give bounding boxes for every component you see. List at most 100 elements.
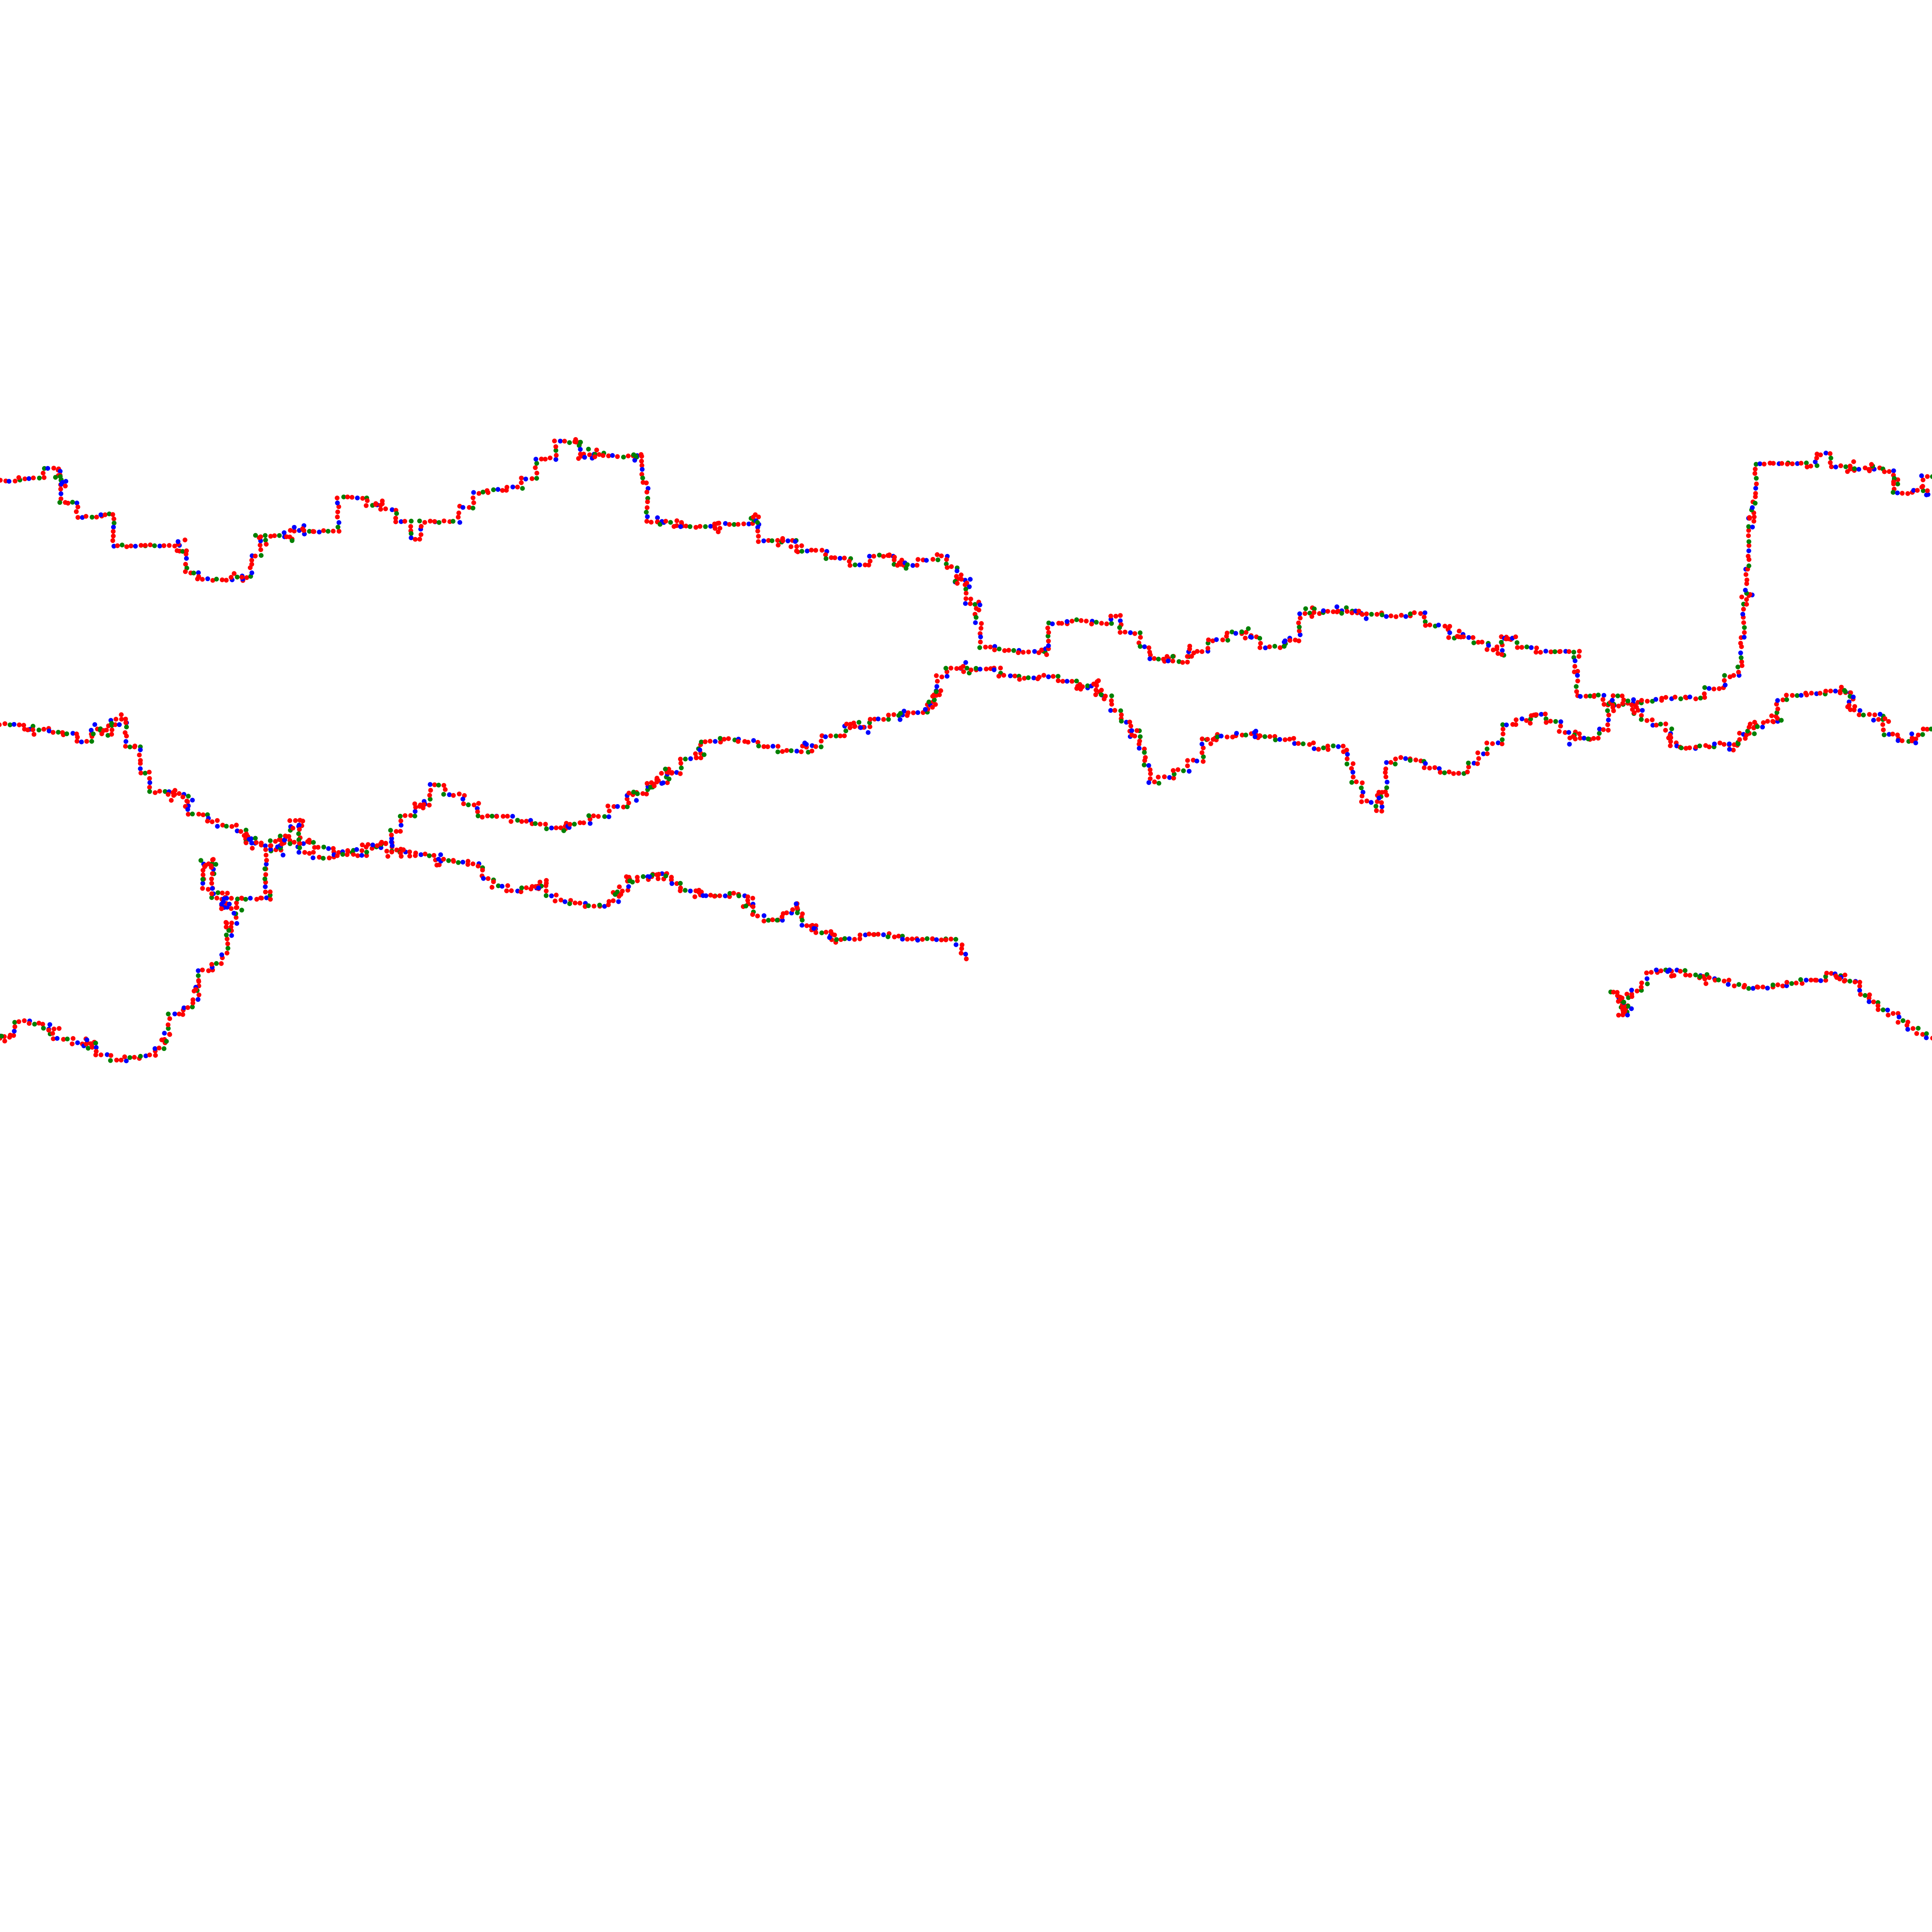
- upper-trail-dot: [992, 647, 997, 653]
- middle-left-trail-dot: [1621, 697, 1626, 703]
- middle-left-trail-dot: [1784, 693, 1789, 698]
- middle-left-trail-dot: [364, 853, 369, 858]
- middle-left-trail-dot: [538, 822, 543, 827]
- lower-left-trail-dot: [794, 901, 799, 907]
- lower-left-trail-dot: [481, 876, 486, 881]
- middle-left-trail-dot: [872, 716, 877, 722]
- middle-left-trail-dot: [775, 749, 781, 754]
- lower-left-trail-dot: [340, 852, 345, 857]
- upper-trail-dot: [1557, 649, 1562, 654]
- upper-trail-dot: [1752, 471, 1758, 476]
- lower-right-trail-dot: [1634, 988, 1640, 994]
- lower-left-trail-dot: [263, 872, 269, 877]
- middle-left-trail-dot: [1162, 774, 1167, 780]
- middle-left-trail-dot: [634, 798, 639, 803]
- upper-trail-dot: [1722, 678, 1727, 683]
- middle-left-trail-dot: [1349, 766, 1354, 771]
- upper-trail-dot: [1282, 638, 1288, 643]
- upper-trail-dot: [775, 538, 780, 543]
- lower-left-trail-dot: [703, 893, 709, 898]
- lower-left-trail-dot: [766, 918, 771, 923]
- upper-trail-dot: [80, 515, 85, 520]
- middle-left-trail-dot: [934, 673, 939, 678]
- lower-left-trail-dot: [389, 850, 395, 854]
- upper-trail-dot: [1504, 636, 1509, 641]
- lower-right-trail-dot: [1924, 1031, 1929, 1037]
- upper-trail-dot: [717, 526, 723, 531]
- lower-left-trail-dot: [225, 941, 230, 946]
- upper-trail-dot: [1399, 612, 1404, 618]
- upper-trail-dot: [1118, 630, 1123, 635]
- middle-left-trail-dot: [1141, 762, 1147, 767]
- lower-right-trail-dot: [1616, 1012, 1621, 1018]
- middle-left-trail-dot: [1051, 674, 1056, 679]
- middle-left-trail-dot: [626, 791, 632, 796]
- upper-trail-dot: [1224, 630, 1230, 636]
- upper-trail-dot: [1312, 606, 1317, 611]
- upper-trail-dot: [1094, 620, 1099, 625]
- upper-trail-dot: [239, 575, 244, 580]
- lower-left-trail-dot: [51, 1026, 57, 1032]
- middle-left-trail-dot: [667, 776, 672, 781]
- lower-right-trail-dot: [1800, 981, 1805, 986]
- upper-trail-dot: [640, 475, 645, 481]
- lower-left-trail-dot: [161, 1046, 167, 1051]
- upper-trail-dot: [311, 529, 316, 534]
- lower-left-trail-dot: [799, 918, 805, 923]
- upper-trail-dot: [1828, 455, 1833, 461]
- middle-left-trail-dot: [1649, 717, 1655, 723]
- lower-right-trail-dot: [1746, 986, 1751, 991]
- middle-left-trail-dot: [567, 822, 572, 827]
- middle-left-trail-dot: [1325, 743, 1330, 749]
- upper-trail-dot: [863, 562, 868, 568]
- lower-left-trail-dot: [366, 842, 370, 847]
- middle-left-trail-dot: [1839, 684, 1844, 690]
- upper-trail-dot: [128, 543, 134, 549]
- upper-trail-dot: [167, 543, 172, 548]
- middle-left-trail-dot: [315, 845, 321, 850]
- upper-trail-dot: [51, 466, 57, 471]
- upper-trail: [0, 437, 1932, 710]
- lower-right-trail-dot: [1901, 1018, 1905, 1023]
- upper-trail-dot: [954, 581, 960, 586]
- upper-trail-dot: [1519, 645, 1524, 650]
- lower-right-trail-dot: [1721, 979, 1727, 984]
- middle-left-trail-dot: [1017, 677, 1022, 682]
- lower-left-trail-dot: [612, 892, 618, 897]
- middle-left-trail-dot: [1456, 771, 1461, 776]
- middle-left-trail-dot: [1109, 702, 1114, 707]
- upper-trail-dot: [751, 514, 756, 520]
- middle-left-trail-dot: [1119, 712, 1124, 717]
- middle-left-trail-dot: [605, 803, 611, 809]
- upper-trail-dot: [1856, 467, 1861, 472]
- upper-trail-dot: [1757, 461, 1762, 467]
- lower-right-trail-dot: [1904, 1023, 1910, 1028]
- upper-trail-dot: [471, 500, 476, 505]
- upper-trail-dot: [1148, 653, 1153, 658]
- upper-trail-dot: [1750, 525, 1755, 530]
- upper-trail-dot: [288, 528, 293, 533]
- middle-left-trail-dot: [1843, 689, 1848, 694]
- upper-trail-dot: [977, 602, 982, 608]
- lower-left-trail-dot: [374, 843, 380, 848]
- lower-left-trail-dot: [206, 968, 211, 973]
- upper-trail-dot: [1746, 539, 1751, 544]
- upper-trail-dot: [98, 512, 103, 517]
- middle-left-trail-dot: [1118, 708, 1123, 713]
- upper-trail-dot: [1470, 635, 1476, 640]
- upper-trail-dot: [687, 524, 693, 529]
- middle-left-trail-dot: [297, 823, 302, 828]
- upper-trail-dot: [1089, 621, 1094, 626]
- upper-trail-dot: [1753, 491, 1758, 496]
- middle-left-trail-dot: [412, 813, 417, 819]
- upper-trail-dot: [1747, 516, 1752, 521]
- upper-trail-dot: [823, 552, 828, 557]
- upper-trail-dot: [1457, 628, 1462, 634]
- middle-left-trail-dot: [1558, 724, 1563, 729]
- lower-left-trail-dot: [264, 858, 269, 863]
- upper-trail-dot: [1602, 702, 1606, 707]
- middle-left-trail-dot: [1737, 737, 1742, 742]
- middle-left-trail-dot: [1683, 746, 1689, 751]
- lower-left-trail-dot: [455, 860, 461, 865]
- middle-left-trail-dot: [1721, 742, 1727, 747]
